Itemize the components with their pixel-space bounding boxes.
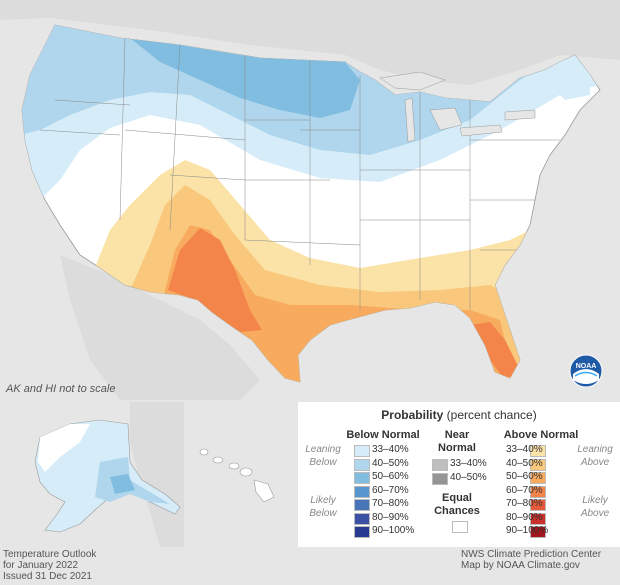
- near-normal-swatch: [432, 459, 448, 471]
- below-normal-swatch-label: 70–80%: [372, 498, 409, 509]
- state-lines: [39, 37, 560, 310]
- outlook-period: for January 2022: [3, 560, 79, 571]
- above-normal-header: Above Normal: [503, 429, 579, 441]
- scale-note: AK and HI not to scale: [6, 383, 116, 395]
- above-normal-swatch: [530, 485, 546, 498]
- great-lakes: [379, 71, 536, 143]
- below-normal-swatch-label: 80–90%: [372, 511, 409, 523]
- below-normal-swatch-label: 33–40%: [372, 444, 409, 455]
- below-50-60-region: [120, 30, 360, 118]
- below-normal-swatch: [354, 445, 370, 457]
- below-normal-swatch: [354, 485, 370, 498]
- above-normal-swatch: [530, 526, 546, 538]
- above-normal-swatch-label: 90–100%: [506, 525, 549, 536]
- noaa-logo-text: NOAA: [576, 363, 597, 370]
- below-normal-swatch: [354, 526, 370, 538]
- outlook-title: Temperature Outlook: [3, 549, 97, 560]
- legend-title-rest: (percent chance): [443, 408, 537, 422]
- equal-chances-swatch: [452, 521, 468, 533]
- below-normal-swatch-label: 50–60%: [372, 471, 409, 482]
- above-60-70-florida: [470, 322, 520, 380]
- likely-below-label: Likely Below: [309, 495, 337, 519]
- leaning-below-label: Leaning Below: [305, 444, 341, 468]
- above-60-70-texas: [168, 228, 262, 332]
- above-normal-swatch: [530, 499, 546, 511]
- equal-chances-label: Equal Chances: [434, 492, 480, 517]
- below-normal-swatch-label: 40–50%: [372, 457, 409, 469]
- issued-date: Issued 31 Dec 2021: [3, 571, 92, 582]
- below-normal-swatch: [354, 512, 370, 525]
- footer-left: Temperature Outlook for January 2022 Iss…: [3, 549, 96, 582]
- mexico-land: [60, 255, 260, 400]
- legend: Probability (percent chance) Leaning Belo…: [298, 402, 620, 547]
- below-normal-swatch-label: 90–100%: [372, 525, 415, 536]
- below-normal-swatch: [354, 458, 370, 471]
- alaska-50-60-region: [110, 474, 135, 494]
- likely-above-label: Likely Above: [580, 495, 610, 519]
- above-normal-swatch-label: 50–60%: [506, 471, 543, 482]
- alaska-inset: [0, 402, 184, 547]
- credit-cpc: NWS Climate Prediction Center: [461, 549, 602, 560]
- near-normal-header: Near Normal: [438, 429, 476, 454]
- above-normal-swatch: [530, 445, 546, 457]
- below-normal-swatch: [354, 472, 370, 484]
- canada-land: [0, 0, 620, 85]
- near-normal-swatch-label: 40–50%: [450, 471, 487, 483]
- temperature-outlook-map: [0, 0, 620, 400]
- noaa-logo: NOAA: [569, 354, 603, 388]
- above-normal-swatch: [530, 458, 546, 471]
- below-normal-swatch: [354, 499, 370, 511]
- near-normal-swatch-label: 33–40%: [450, 458, 487, 469]
- alaska-equal-region: [38, 424, 90, 472]
- above-normal-swatch-label: 60–70%: [506, 484, 543, 496]
- footer-right: NWS Climate Prediction Center Map by NOA…: [461, 549, 601, 571]
- above-normal-swatch-label: 80–90%: [506, 511, 543, 523]
- legend-title: Probability (percent chance): [298, 408, 620, 422]
- below-normal-swatch-label: 60–70%: [372, 484, 409, 496]
- above-normal-swatch-label: 33–40%: [506, 444, 543, 455]
- leaning-above-label: Leaning Above: [577, 444, 613, 468]
- above-normal-swatch: [530, 512, 546, 525]
- above-normal-swatch-label: 70–80%: [506, 498, 543, 509]
- below-33-40-maine: [550, 55, 590, 100]
- near-normal-swatch: [432, 472, 448, 485]
- below-normal-header: Below Normal: [346, 429, 420, 441]
- alaska-40-50-region: [95, 457, 170, 504]
- hawaii-inset: [186, 402, 296, 547]
- above-normal-swatch: [530, 472, 546, 484]
- above-normal-swatch-label: 40–50%: [506, 457, 543, 469]
- legend-title-bold: Probability: [381, 408, 444, 422]
- credit-climategov: Map by NOAA Climate.gov: [461, 560, 580, 571]
